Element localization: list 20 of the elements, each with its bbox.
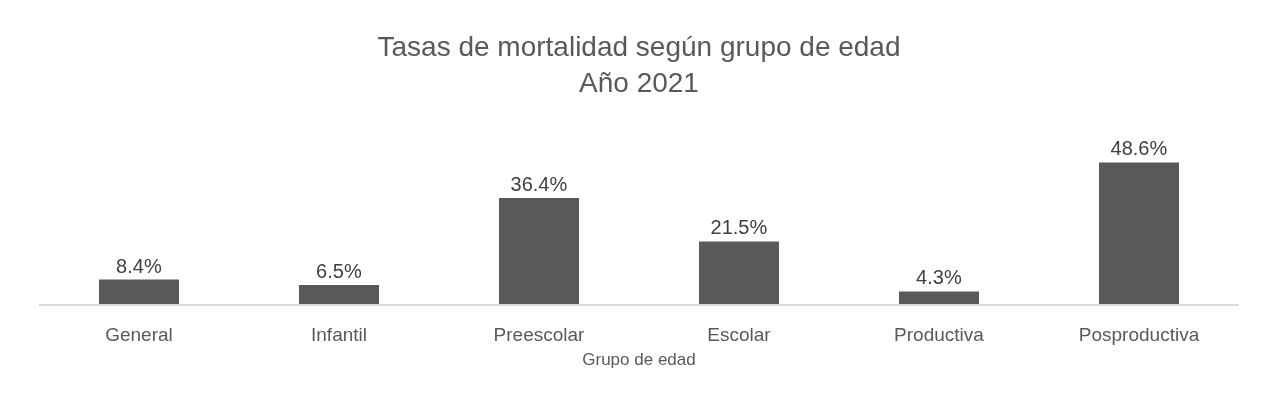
data-label: 36.4% — [510, 172, 568, 195]
x-tick-label: Posproductiva — [1078, 323, 1200, 345]
data-label: 48.6% — [1110, 137, 1168, 160]
x-tick-label: Infantil — [311, 323, 367, 345]
data-label: 6.5% — [316, 260, 362, 283]
data-label: 8.4% — [116, 254, 162, 277]
data-label: 4.3% — [916, 266, 962, 289]
x-tick-label: Escolar — [707, 323, 772, 345]
x-axis-title: Grupo de edad — [582, 350, 696, 370]
bar — [299, 285, 379, 304]
bar — [699, 241, 779, 304]
data-label: 21.5% — [710, 216, 768, 239]
chart-title: Tasas de mortalidad según grupo de edad Año 2021 — [377, 30, 901, 98]
bar — [899, 291, 979, 304]
bar — [99, 279, 179, 304]
bar — [499, 197, 579, 304]
x-tick-label: Productiva — [894, 323, 985, 345]
x-tick-label: Preescolar — [493, 323, 586, 345]
bar — [1099, 162, 1179, 304]
x-tick-label: General — [105, 323, 173, 345]
